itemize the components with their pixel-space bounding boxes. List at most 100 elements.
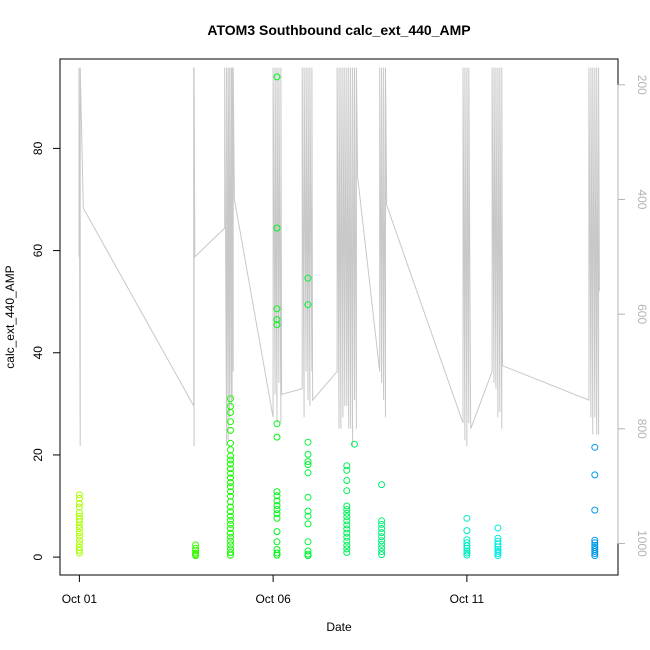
data-point — [227, 551, 234, 559]
data-point — [227, 479, 234, 486]
y-axis-label: calc_ext_440_AMP — [3, 265, 17, 368]
data-point — [463, 551, 471, 559]
data-point — [273, 514, 281, 522]
data-point — [343, 537, 351, 545]
data-points — [75, 73, 599, 560]
data-point — [378, 520, 386, 528]
right-tick-label: 1000 — [635, 530, 649, 557]
y-axis-right: 200 400 600 800 1000 — [617, 75, 649, 557]
data-point — [343, 466, 351, 474]
data-point — [494, 543, 502, 551]
data-point — [591, 552, 599, 560]
data-point — [343, 521, 351, 529]
data-point — [273, 506, 281, 514]
data-point — [227, 525, 234, 532]
data-point — [227, 533, 234, 541]
y-tick-label: 20 — [31, 448, 45, 462]
data-point — [227, 460, 234, 468]
data-point — [75, 549, 83, 557]
data-point — [227, 508, 234, 516]
data-point — [494, 550, 502, 557]
data-point — [273, 224, 281, 232]
right-tick-label: 400 — [635, 189, 649, 209]
data-point — [75, 500, 83, 507]
data-point — [378, 540, 386, 548]
data-point — [75, 529, 83, 537]
data-point — [494, 548, 502, 555]
data-point — [227, 426, 234, 434]
right-tick-label: 800 — [635, 419, 649, 439]
data-point — [463, 549, 471, 557]
data-point — [227, 512, 234, 520]
data-point — [378, 481, 386, 489]
y-tick-label: 60 — [31, 244, 45, 258]
data-point — [227, 541, 234, 549]
data-point — [273, 433, 281, 441]
data-point — [227, 529, 234, 537]
data-point — [75, 525, 83, 532]
data-point — [75, 536, 83, 544]
data-point — [304, 274, 312, 282]
data-point — [227, 488, 234, 496]
data-point — [463, 527, 471, 535]
data-point — [304, 507, 312, 515]
y-tick-label: 80 — [31, 141, 45, 155]
data-point — [591, 506, 599, 514]
data-point — [343, 509, 351, 517]
chart-title: ATOM3 Southbound calc_ext_440_AMP — [207, 22, 470, 38]
data-point — [463, 547, 471, 555]
data-point — [227, 516, 234, 524]
data-point — [304, 458, 312, 466]
data-point — [463, 544, 471, 552]
data-point — [304, 538, 312, 546]
data-point — [192, 547, 200, 555]
data-point — [227, 439, 234, 447]
x-tick-label: Oct 06 — [255, 592, 291, 606]
data-point — [273, 497, 281, 505]
data-point — [304, 493, 312, 501]
data-point — [463, 514, 471, 522]
data-point — [273, 492, 281, 500]
depth-trace-line — [78, 67, 600, 447]
data-point — [343, 462, 351, 470]
data-point — [227, 503, 234, 511]
data-point — [227, 537, 234, 545]
x-tick-label: Oct 01 — [62, 592, 98, 606]
x-axis: Oct 01 Oct 06 Oct 11 — [62, 574, 485, 606]
data-point — [273, 502, 281, 509]
data-point — [304, 438, 312, 446]
data-point — [343, 541, 351, 549]
data-point — [75, 532, 83, 540]
data-point — [343, 513, 351, 521]
data-point — [227, 469, 234, 477]
data-point — [378, 533, 386, 541]
data-point — [75, 540, 83, 548]
data-point — [378, 525, 386, 532]
data-point — [273, 488, 281, 496]
data-point — [75, 518, 83, 526]
data-point — [227, 498, 234, 506]
data-point — [378, 529, 386, 537]
data-point — [304, 547, 312, 555]
data-point — [227, 452, 234, 460]
data-point — [343, 533, 351, 541]
data-point — [227, 409, 234, 416]
x-tick-label: Oct 11 — [450, 592, 485, 606]
data-point — [273, 528, 281, 536]
data-point — [463, 542, 471, 550]
data-point — [591, 443, 599, 451]
data-point — [591, 471, 599, 479]
data-point — [304, 301, 312, 309]
data-point — [75, 509, 83, 517]
data-point — [227, 418, 234, 426]
data-point — [304, 461, 312, 469]
data-point — [494, 524, 502, 532]
depth-trace — [78, 67, 600, 447]
data-point — [273, 73, 281, 81]
data-point — [273, 538, 281, 546]
data-point — [304, 552, 312, 560]
data-point — [591, 536, 599, 544]
data-point — [591, 539, 599, 547]
data-point — [343, 477, 351, 484]
